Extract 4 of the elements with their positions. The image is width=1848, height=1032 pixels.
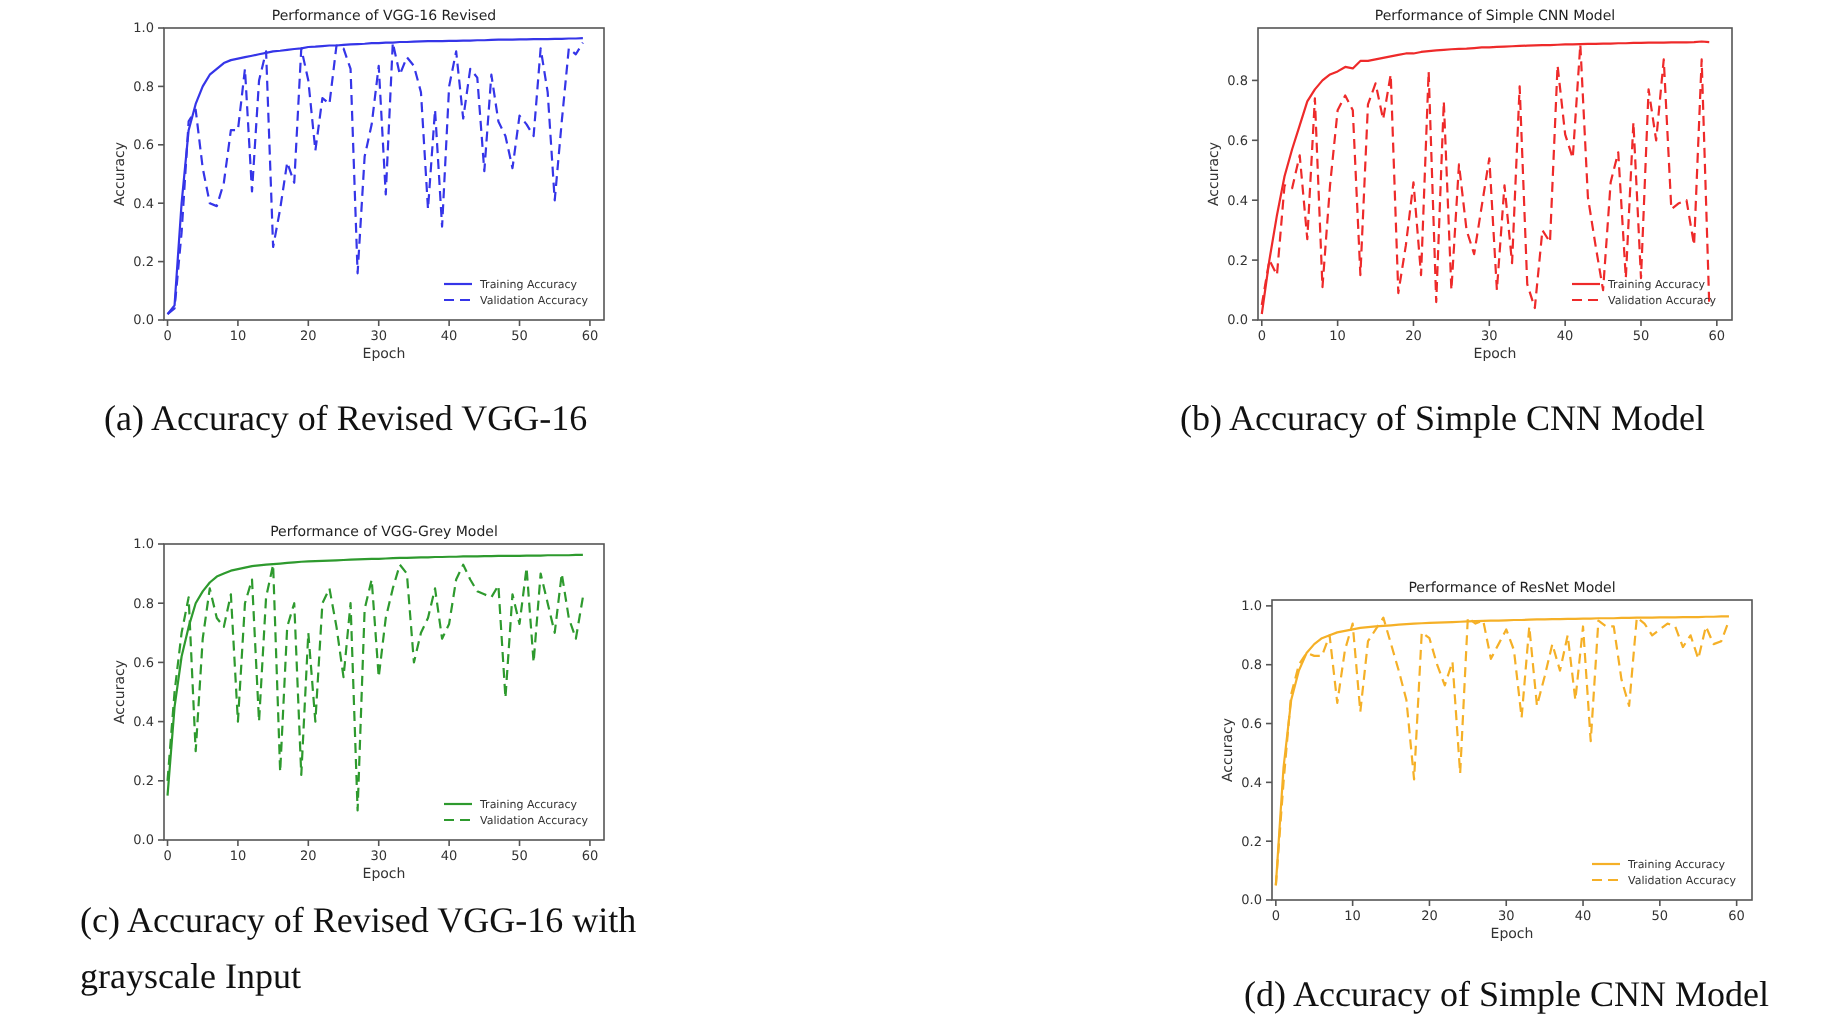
text: (a) Accuracy of Revised VGG-16 [104,398,588,438]
text: (b) Accuracy of Simple CNN Model [1180,398,1705,438]
text: (c) Accuracy of Revised VGG-16 with grayscale Input [80,900,637,996]
text: (d) Accuracy of Simple CNN Model [1244,974,1769,1014]
